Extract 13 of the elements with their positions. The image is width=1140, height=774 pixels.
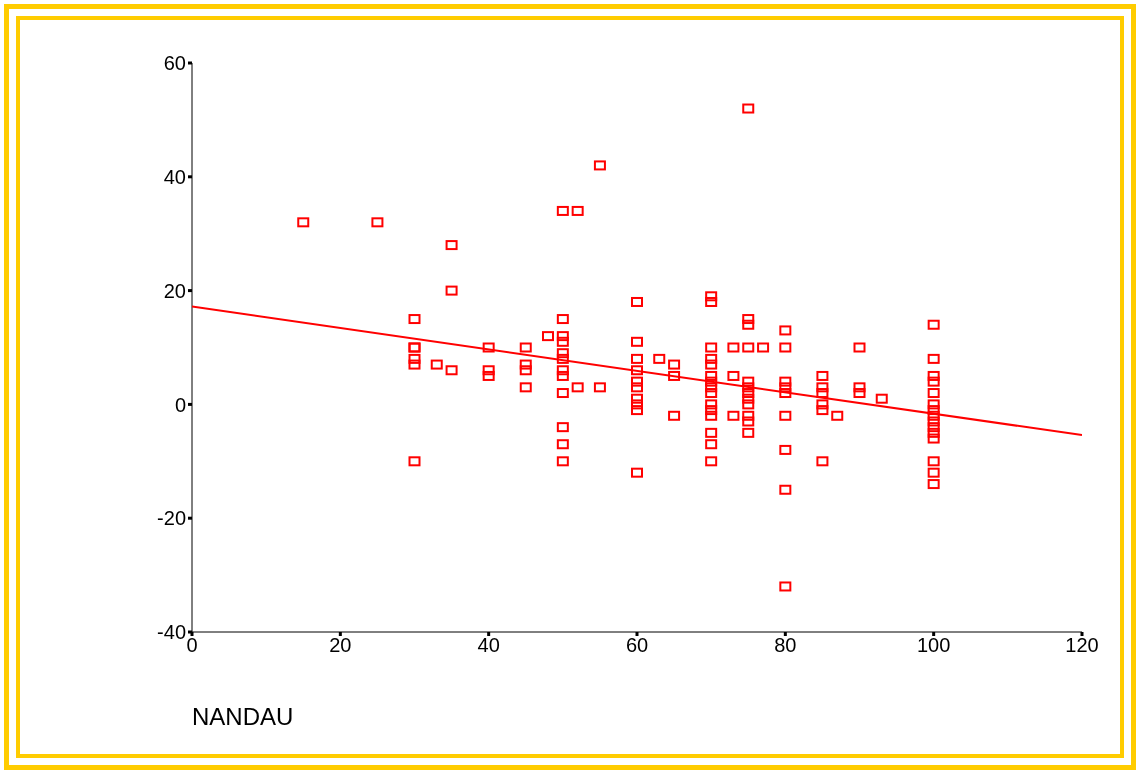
y-tick-label: 0	[174, 393, 186, 416]
x-tick-label: 60	[625, 634, 649, 657]
y-tick-label: 40	[163, 165, 186, 188]
y-tick-label: -20	[157, 507, 186, 530]
y-tick-label: 20	[163, 279, 186, 302]
x-tick-label: 120	[1065, 634, 1099, 657]
x-tick-label: 20	[329, 634, 352, 657]
y-tick-label: 60	[163, 52, 186, 75]
x-tick-label: 40	[477, 634, 500, 657]
y-tick-label: -40	[157, 621, 186, 644]
x-tick-label: 100	[916, 634, 951, 657]
x-axis-title: NANDAU	[192, 703, 294, 731]
x-tick-label: 80	[774, 634, 797, 657]
